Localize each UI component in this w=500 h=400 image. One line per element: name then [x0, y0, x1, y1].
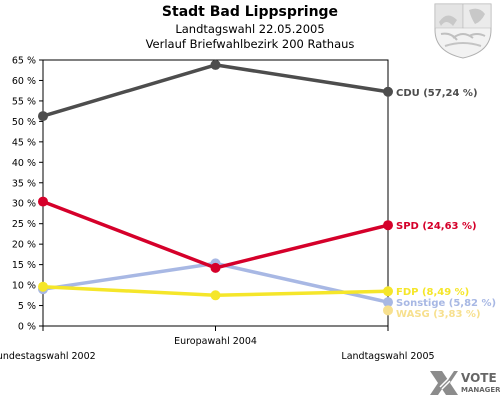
x-tick-label: Landtagswahl 2005	[341, 351, 434, 362]
data-point-sonstige	[383, 297, 393, 308]
vote-manager-x-icon	[430, 371, 458, 395]
chart-subtitle-district: Verlauf Briefwahlbezirk 200 Rathaus	[145, 37, 355, 51]
y-tick-label: 60 %	[12, 76, 36, 87]
brand-manager-text: MANAGER	[461, 386, 500, 394]
data-point-spd	[38, 196, 48, 207]
y-tick-label: 30 %	[12, 199, 36, 210]
y-tick-label: 15 %	[12, 260, 36, 271]
data-point-fdp	[38, 281, 48, 292]
y-tick-label: 45 %	[12, 137, 36, 148]
series-label-wasg: WASG (3,83 %)	[396, 309, 481, 320]
x-tick-label: Bundestagswahl 2002	[0, 351, 96, 362]
y-tick-label: 5 %	[18, 301, 36, 312]
brand-vote-text: VOTE	[461, 371, 497, 385]
y-tick-label: 10 %	[12, 281, 36, 292]
x-tick-label: Europawahl 2004	[174, 336, 257, 347]
data-point-fdp	[210, 290, 221, 301]
nrw-coat-of-arms-icon	[434, 3, 492, 59]
chart-title: Stadt Bad Lippspringe	[161, 4, 339, 20]
y-tick-label: 0 %	[18, 322, 36, 333]
data-point-cdu	[38, 111, 48, 122]
series-label-fdp: FDP (8,49 %)	[396, 287, 469, 298]
y-tick-label: 40 %	[12, 158, 36, 169]
series-label-cdu: CDU (57,24 %)	[396, 88, 478, 99]
data-point-spd	[210, 262, 221, 273]
data-point-wasg	[383, 305, 393, 316]
data-point-cdu	[210, 59, 221, 70]
y-tick-label: 65 %	[12, 56, 36, 67]
series-line-spd	[42, 199, 389, 270]
series-label-spd: SPD (24,63 %)	[396, 221, 477, 232]
chart-subtitle-election: Landtagswahl 22.05.2005	[175, 22, 325, 36]
data-point-spd	[383, 220, 393, 231]
data-point-fdp	[383, 286, 393, 297]
data-point-cdu	[383, 86, 393, 97]
series-label-sonstige: Sonstige (5,82 %)	[396, 298, 496, 309]
y-tick-label: 25 %	[12, 219, 36, 230]
y-tick-label: 35 %	[12, 178, 36, 189]
vote-manager-logo: VOTE MANAGER	[430, 371, 500, 395]
y-tick-label: 55 %	[12, 96, 36, 107]
series-line-cdu	[42, 63, 389, 118]
y-tick-label: 20 %	[12, 240, 36, 251]
y-tick-label: 50 %	[12, 117, 36, 128]
